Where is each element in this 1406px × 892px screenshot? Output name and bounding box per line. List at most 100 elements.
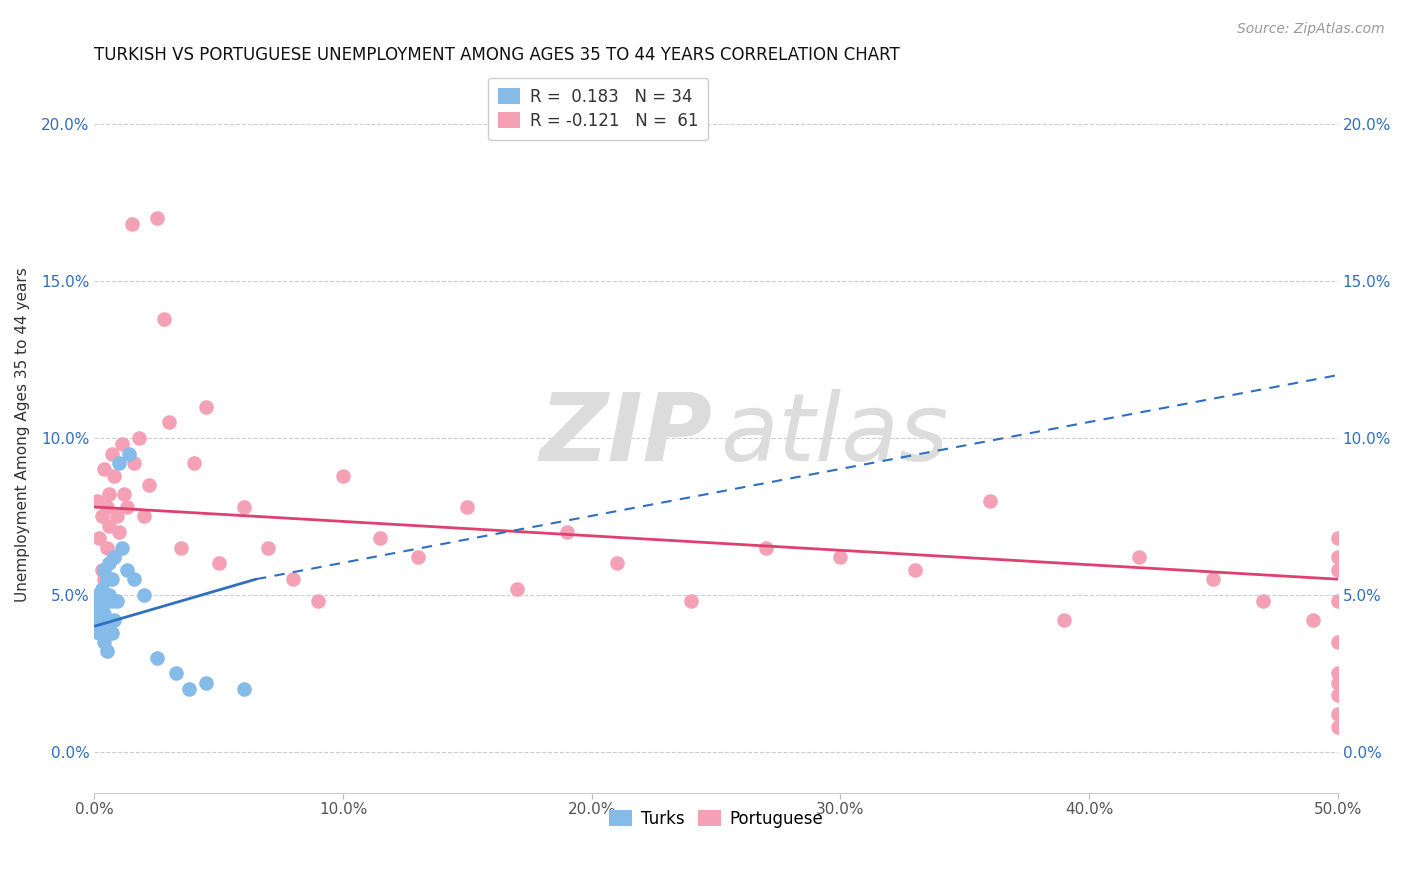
Point: [96, 644, 118, 658]
Point: [170, 541, 193, 555]
Point: [555, 525, 578, 540]
Point: [90, 509, 112, 524]
Point: [86, 493, 108, 508]
Point: [979, 493, 1001, 508]
Point: [830, 550, 852, 565]
Point: [93, 462, 115, 476]
Point: [132, 588, 155, 602]
Point: [100, 594, 122, 608]
Point: [370, 532, 392, 546]
Point: [232, 500, 254, 514]
Point: [1326, 666, 1348, 681]
Point: [145, 650, 167, 665]
Point: [1326, 720, 1348, 734]
Point: [98, 557, 121, 571]
Point: [755, 541, 778, 555]
Point: [183, 456, 205, 470]
Point: [1128, 550, 1150, 565]
Point: [122, 572, 145, 586]
Point: [132, 509, 155, 524]
Point: [89, 613, 111, 627]
Point: [112, 487, 135, 501]
Point: [100, 447, 122, 461]
Point: [103, 613, 125, 627]
Point: [195, 675, 218, 690]
Point: [93, 572, 115, 586]
Point: [606, 557, 628, 571]
Point: [195, 400, 218, 414]
Point: [105, 509, 128, 524]
Text: Source: ZipAtlas.com: Source: ZipAtlas.com: [1237, 22, 1385, 37]
Point: [257, 541, 280, 555]
Point: [93, 635, 115, 649]
Text: TURKISH VS PORTUGUESE UNEMPLOYMENT AMONG AGES 35 TO 44 YEARS CORRELATION CHART: TURKISH VS PORTUGUESE UNEMPLOYMENT AMONG…: [94, 46, 900, 64]
Point: [177, 681, 200, 696]
Point: [1326, 550, 1348, 565]
Point: [103, 468, 125, 483]
Point: [90, 619, 112, 633]
Point: [122, 456, 145, 470]
Text: atlas: atlas: [720, 389, 948, 480]
Point: [96, 572, 118, 586]
Point: [1053, 613, 1076, 627]
Text: ZIP: ZIP: [540, 389, 713, 481]
Point: [283, 572, 305, 586]
Point: [100, 625, 122, 640]
Point: [153, 311, 176, 326]
Point: [90, 563, 112, 577]
Point: [121, 218, 143, 232]
Point: [108, 456, 131, 470]
Point: [105, 594, 128, 608]
Point: [98, 518, 121, 533]
Point: [1326, 563, 1348, 577]
Point: [93, 607, 115, 621]
Point: [89, 594, 111, 608]
Point: [506, 582, 529, 596]
Point: [1326, 675, 1348, 690]
Point: [90, 582, 112, 596]
Point: [100, 572, 122, 586]
Point: [456, 500, 478, 514]
Point: [96, 613, 118, 627]
Point: [108, 525, 131, 540]
Point: [1326, 532, 1348, 546]
Point: [1251, 594, 1274, 608]
Y-axis label: Unemployment Among Ages 35 to 44 years: Unemployment Among Ages 35 to 44 years: [15, 268, 30, 602]
Point: [138, 478, 160, 492]
Point: [406, 550, 429, 565]
Point: [93, 563, 115, 577]
Point: [103, 550, 125, 565]
Legend: Turks, Portuguese: Turks, Portuguese: [602, 803, 830, 834]
Point: [232, 681, 254, 696]
Point: [86, 603, 108, 617]
Point: [98, 487, 121, 501]
Point: [307, 594, 329, 608]
Point: [86, 588, 108, 602]
Point: [89, 625, 111, 640]
Point: [118, 447, 141, 461]
Point: [1202, 572, 1225, 586]
Point: [1302, 613, 1324, 627]
Point: [1326, 707, 1348, 722]
Point: [145, 211, 167, 226]
Point: [96, 541, 118, 555]
Point: [89, 532, 111, 546]
Point: [111, 437, 134, 451]
Point: [103, 550, 125, 565]
Point: [128, 431, 150, 445]
Point: [681, 594, 703, 608]
Point: [165, 666, 187, 681]
Point: [96, 500, 118, 514]
Point: [115, 500, 138, 514]
Point: [208, 557, 231, 571]
Point: [90, 600, 112, 615]
Point: [98, 588, 121, 602]
Point: [96, 594, 118, 608]
Point: [1326, 635, 1348, 649]
Point: [332, 468, 354, 483]
Point: [157, 415, 180, 429]
Point: [904, 563, 927, 577]
Point: [1326, 594, 1348, 608]
Point: [115, 563, 138, 577]
Point: [111, 541, 134, 555]
